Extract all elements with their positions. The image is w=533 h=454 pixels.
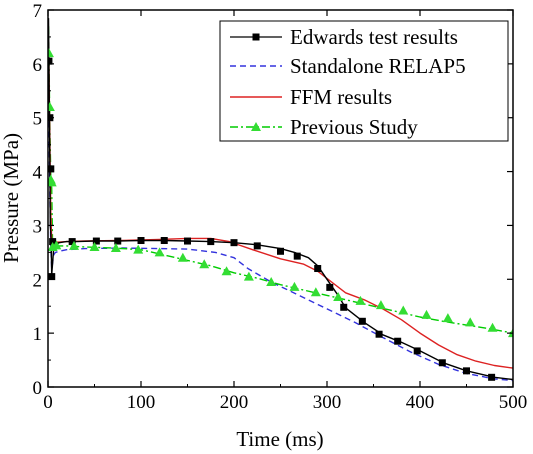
edwards-marker: [48, 165, 55, 173]
previous-study-marker: [221, 266, 232, 276]
legend-label-edwards: Edwards test results: [290, 25, 458, 49]
previous-study-marker: [89, 241, 100, 251]
previous-study-marker: [487, 322, 498, 332]
edwards-marker: [207, 238, 215, 246]
legend: Edwards test results Standalone RELAP5 F…: [219, 20, 509, 142]
previous-study-marker: [398, 305, 409, 315]
x-tick-label: 500: [499, 392, 528, 413]
previous-study-marker: [48, 101, 55, 111]
edwards-marker: [160, 237, 168, 245]
legend-item-previous: Previous Study: [230, 115, 418, 139]
previous-study-marker: [465, 317, 476, 327]
edwards-marker: [488, 373, 496, 381]
previous-study-marker: [355, 295, 366, 305]
edwards-marker: [375, 330, 383, 338]
edwards-marker: [277, 247, 284, 255]
y-tick-label: 4: [33, 163, 43, 184]
edwards-marker: [230, 239, 238, 247]
y-tick-label: 2: [33, 270, 43, 291]
edwards-marker: [293, 252, 301, 260]
y-tick-label: 0: [33, 378, 43, 399]
previous-study-marker: [442, 313, 453, 323]
y-axis-title: Pressure (MPa): [0, 133, 23, 263]
edwards-marker: [463, 367, 470, 375]
legend-label-previous: Previous Study: [290, 115, 418, 139]
x-tick-label: 300: [313, 392, 342, 413]
edwards-marker: [358, 317, 366, 325]
previous-study-marker: [243, 271, 254, 281]
edwards-marker: [114, 237, 122, 245]
edwards-marker: [184, 237, 191, 245]
x-axis-title: Time (ms): [236, 427, 323, 451]
edwards-marker: [326, 283, 334, 291]
edwards-marker: [413, 347, 421, 355]
x-tick-label: 200: [220, 392, 249, 413]
previous-study-marker: [289, 281, 300, 291]
edwards-marker: [340, 303, 348, 311]
legend-label-ffm: FFM results: [290, 85, 392, 109]
legend-item-edwards: Edwards test results: [230, 25, 458, 49]
x-tick-label: 400: [406, 392, 435, 413]
series-layer: [48, 18, 513, 382]
x-tick-label: 0: [43, 392, 53, 413]
previous-study-marker: [154, 247, 165, 257]
y-tick-label: 6: [33, 55, 43, 76]
y-tick-label: 7: [33, 1, 43, 22]
y-tick-label: 5: [33, 109, 43, 130]
axis-ticks: 0 100 200 300 400 500 0 1 2 3 4 5 6 7: [33, 1, 528, 413]
edwards-marker: [137, 237, 145, 245]
legend-marker-previous: [251, 122, 261, 131]
previous-study-marker: [110, 243, 121, 253]
previous-study-marker: [48, 177, 57, 187]
edwards-marker: [438, 359, 446, 367]
previous-study-marker: [310, 287, 321, 297]
legend-item-ffm: FFM results: [230, 85, 392, 109]
edwards-marker: [48, 57, 53, 65]
edwards-marker: [48, 273, 56, 281]
edwards-marker: [68, 238, 76, 246]
edwards-marker: [253, 242, 261, 250]
edwards-marker: [314, 265, 322, 273]
previous-study-marker: [133, 244, 144, 254]
previous-study-marker: [375, 300, 386, 310]
y-tick-label: 1: [33, 324, 43, 345]
previous-study-marker: [177, 252, 188, 262]
previous-study-marker: [266, 276, 277, 286]
x-tick-label: 100: [127, 392, 156, 413]
edwards-marker: [49, 238, 57, 246]
edwards-marker: [92, 237, 100, 245]
legend-marker-edwards: [252, 33, 260, 41]
edwards-marker: [394, 337, 402, 345]
legend-label-relap5: Standalone RELAP5: [290, 54, 466, 78]
legend-box: [219, 20, 509, 142]
previous-study-marker: [333, 292, 344, 302]
previous-study-marker: [69, 240, 80, 250]
previous-study-marker: [421, 309, 432, 319]
previous-study-marker: [48, 48, 54, 58]
previous-study-marker: [51, 240, 62, 250]
previous-study-marker: [199, 259, 210, 269]
y-tick-label: 3: [33, 216, 43, 237]
legend-item-relap5: Standalone RELAP5: [230, 54, 466, 78]
